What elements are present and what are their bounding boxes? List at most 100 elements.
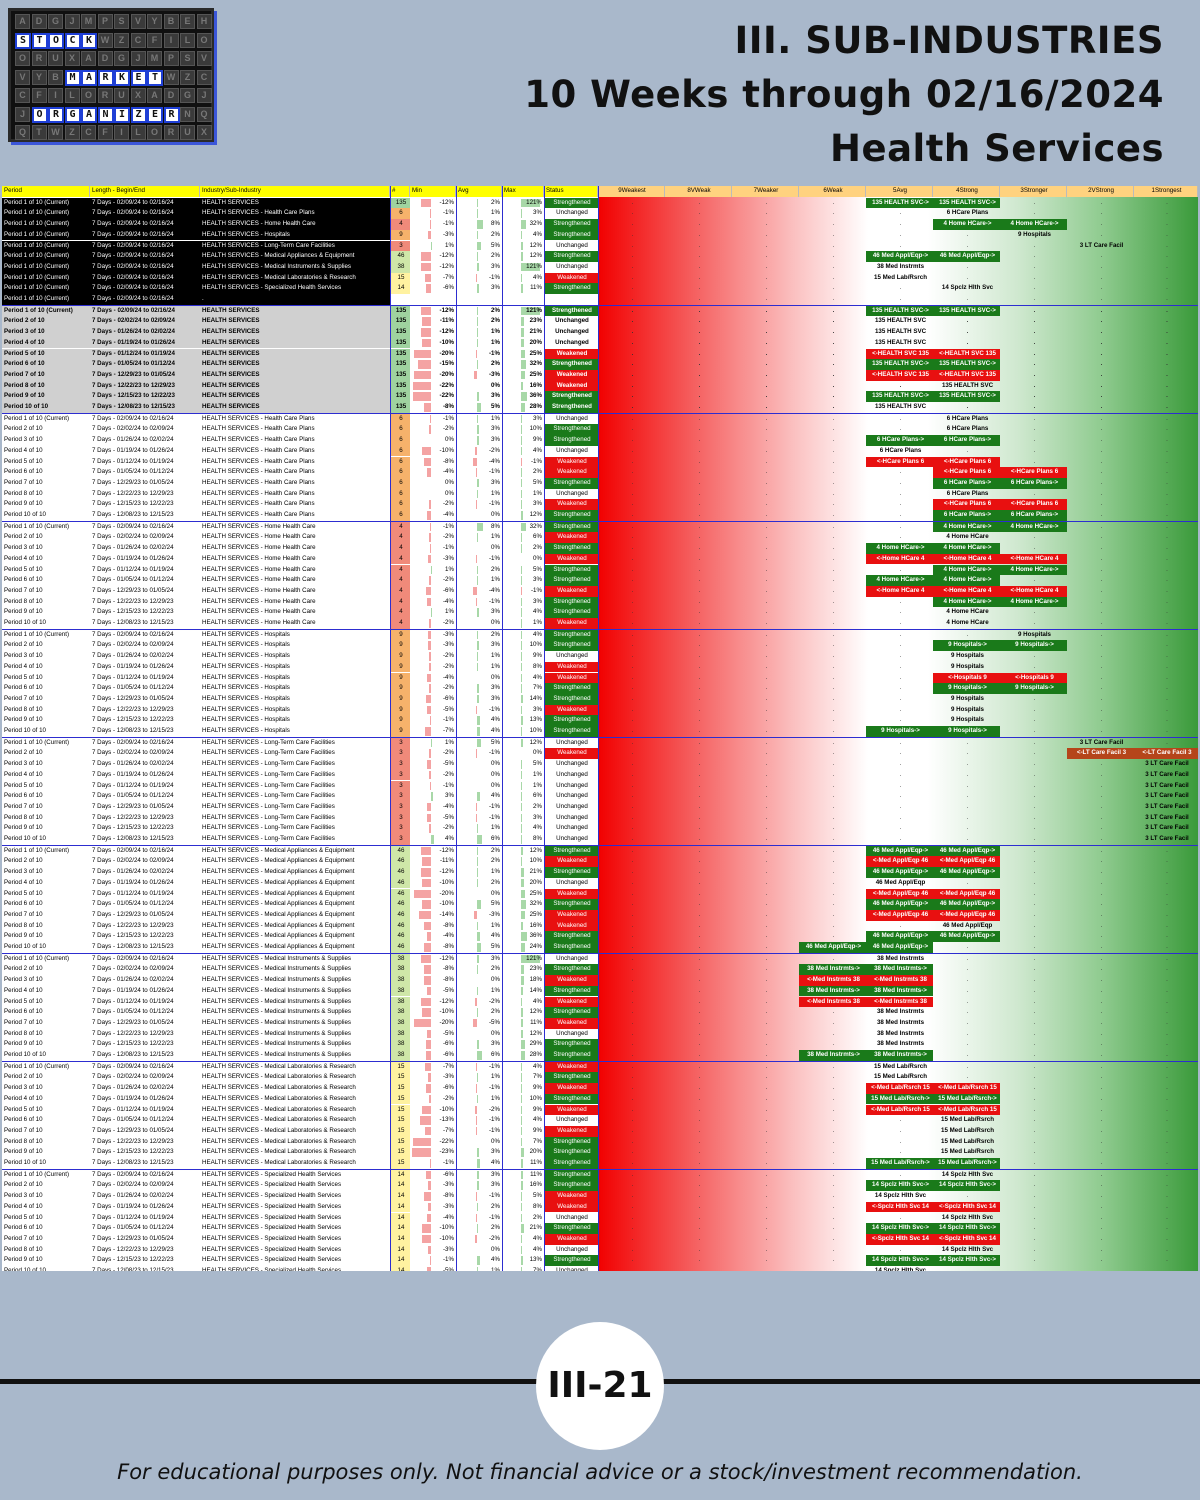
rank-dot: . (631, 230, 634, 238)
logo-tile: F (31, 88, 47, 103)
status-badge: Strengthened (544, 715, 598, 726)
table-row: Period 6 of 10 7 Days - 01/05/24 to 01/12… (2, 467, 1198, 478)
rank-dot: . (765, 328, 768, 336)
rank-dot: . (966, 792, 969, 800)
min-cell: -4% (410, 467, 456, 478)
column-header[interactable]: Industry/Sub-Industry (200, 186, 390, 197)
column-header[interactable]: 1Strongest (1134, 186, 1198, 197)
databar (520, 1267, 522, 1271)
rank-dot: . (631, 986, 634, 994)
rank-dot: . (832, 673, 835, 681)
column-header[interactable]: 8VWeak (665, 186, 732, 197)
avg-cell: -1% (475, 705, 500, 715)
rank-dot: . (1100, 1105, 1103, 1113)
databar (474, 370, 477, 380)
count-cell: 135 (390, 316, 410, 328)
avg-cell: 3% (456, 391, 502, 402)
period-cell: Period 1 of 10 (Current) (2, 219, 90, 230)
length-cell: 7 Days - 12/22/23 to 12/29/23 (92, 597, 174, 605)
databar (427, 673, 431, 682)
column-header[interactable]: 9Weakest (598, 186, 665, 197)
industry-cell: HEALTH SERVICES - Home Health Care (200, 219, 390, 230)
industry-cell: HEALTH SERVICES - Medical Instruments & … (200, 261, 390, 273)
period-cell: Period 4 of 10 (4, 1094, 43, 1102)
industry-cell: HEALTH SERVICES - Home Health Care (202, 608, 316, 616)
column-header[interactable]: Avg (456, 186, 502, 197)
column-header[interactable]: # (390, 186, 410, 197)
logo-tile: R (31, 51, 47, 66)
rank-dot: . (765, 889, 768, 897)
rank-dot: . (1166, 910, 1168, 918)
min-cell: -5% (410, 759, 456, 770)
rank-dot: . (832, 565, 835, 573)
rank-dot: . (1100, 565, 1103, 573)
table-row: Period 8 of 10 7 Days - 12/22/23 to 12/29… (2, 812, 1198, 824)
avg-cell: 3% (456, 435, 502, 446)
count-cell: 14 (390, 1255, 410, 1266)
period-cell: Period 5 of 10 (4, 1213, 43, 1221)
table-row: Period 3 of 10 7 Days - 01/26/24 to 02/02… (2, 975, 1198, 986)
rank-dot: . (1100, 198, 1103, 206)
max-cell: 0% (533, 749, 542, 757)
max-cell: 36% (502, 391, 544, 402)
databar (420, 252, 431, 261)
column-header[interactable]: 7Weaker (732, 186, 799, 197)
max-cell: 25% (502, 910, 544, 921)
rank-dot: . (1033, 1213, 1036, 1221)
rank-dot: . (1033, 738, 1036, 746)
max-cell: 24% (502, 942, 544, 953)
rank-dot: . (1166, 619, 1168, 626)
table-row: Period 10 of 10 7 Days - 12/08/23 to 12/1… (2, 510, 1198, 521)
rank-dot: . (1166, 1267, 1168, 1271)
databar (520, 328, 525, 337)
rank-dot: . (765, 198, 768, 206)
status-badge: Strengthened (544, 629, 598, 641)
rank-dot: . (1100, 522, 1103, 530)
rank-dot: . (832, 1062, 835, 1070)
column-header[interactable]: Period (2, 186, 90, 197)
column-header[interactable]: Min (410, 186, 456, 197)
rank-dot: . (1033, 198, 1036, 206)
industry-cell: HEALTH SERVICES - Hospitals (202, 641, 290, 649)
column-header[interactable]: Status (544, 186, 598, 197)
length-cell: 7 Days - 12/22/23 to 12/29/23 (92, 921, 174, 929)
rank-dot: . (631, 1192, 634, 1200)
industry-cell: HEALTH SERVICES - Hospitals (202, 716, 290, 724)
rank-dot: . (698, 457, 701, 465)
rank-dot: . (1166, 198, 1168, 206)
avg-cell: 0% (491, 781, 500, 789)
table-row: Period 7 of 10 7 Days - 12/29/23 to 01/05… (2, 369, 1198, 381)
rank-dot: . (631, 403, 634, 410)
length-cell: 7 Days - 02/09/24 to 02/16/24 (92, 954, 174, 962)
industry-cell: HEALTH SERVICES - Health Care Plans (202, 489, 315, 497)
table-row: Period 4 of 10 7 Days - 01/19/24 to 01/26… (2, 445, 1198, 457)
logo-tile: I (48, 88, 63, 103)
column-header[interactable]: 5Avg (866, 186, 933, 197)
databar (520, 220, 526, 229)
column-header[interactable]: Max (502, 186, 544, 197)
logo-tile: I (114, 125, 129, 140)
column-header[interactable]: 6Weak (799, 186, 866, 197)
rank-dot: . (1033, 770, 1036, 778)
logo-tile: B (163, 14, 179, 29)
rank-dot: . (1033, 716, 1036, 724)
column-header[interactable]: 2VStrong (1067, 186, 1134, 197)
min-cell: -2% (410, 651, 456, 662)
table-row: Period 3 of 10 7 Days - 01/26/24 to 02/02… (2, 1191, 1198, 1202)
rank-dot: . (899, 813, 902, 821)
rank-dot: . (832, 306, 835, 314)
max-cell: 28% (502, 1050, 544, 1061)
column-header[interactable]: 3Stronger (1000, 186, 1067, 197)
table-row: Period 4 of 10 7 Days - 01/19/24 to 01/26… (2, 1201, 1198, 1213)
rank-dot: . (1166, 1170, 1168, 1178)
rank-dot: . (698, 802, 701, 810)
avg-cell: 3% (456, 1180, 502, 1191)
rank-dot: . (1033, 824, 1036, 832)
table-row: Period 6 of 10 7 Days - 01/05/24 to 01/12… (2, 899, 1198, 910)
column-header[interactable]: Length - Begin/End (90, 186, 200, 197)
length-cell: 7 Days - 01/26/24 to 02/02/24 (90, 327, 200, 338)
rank-dot: . (1033, 1202, 1036, 1210)
length-cell: 7 Days - 01/19/24 to 01/26/24 (92, 662, 174, 670)
rank-dot: . (765, 976, 768, 984)
column-header[interactable]: 4Strong (933, 186, 1000, 197)
